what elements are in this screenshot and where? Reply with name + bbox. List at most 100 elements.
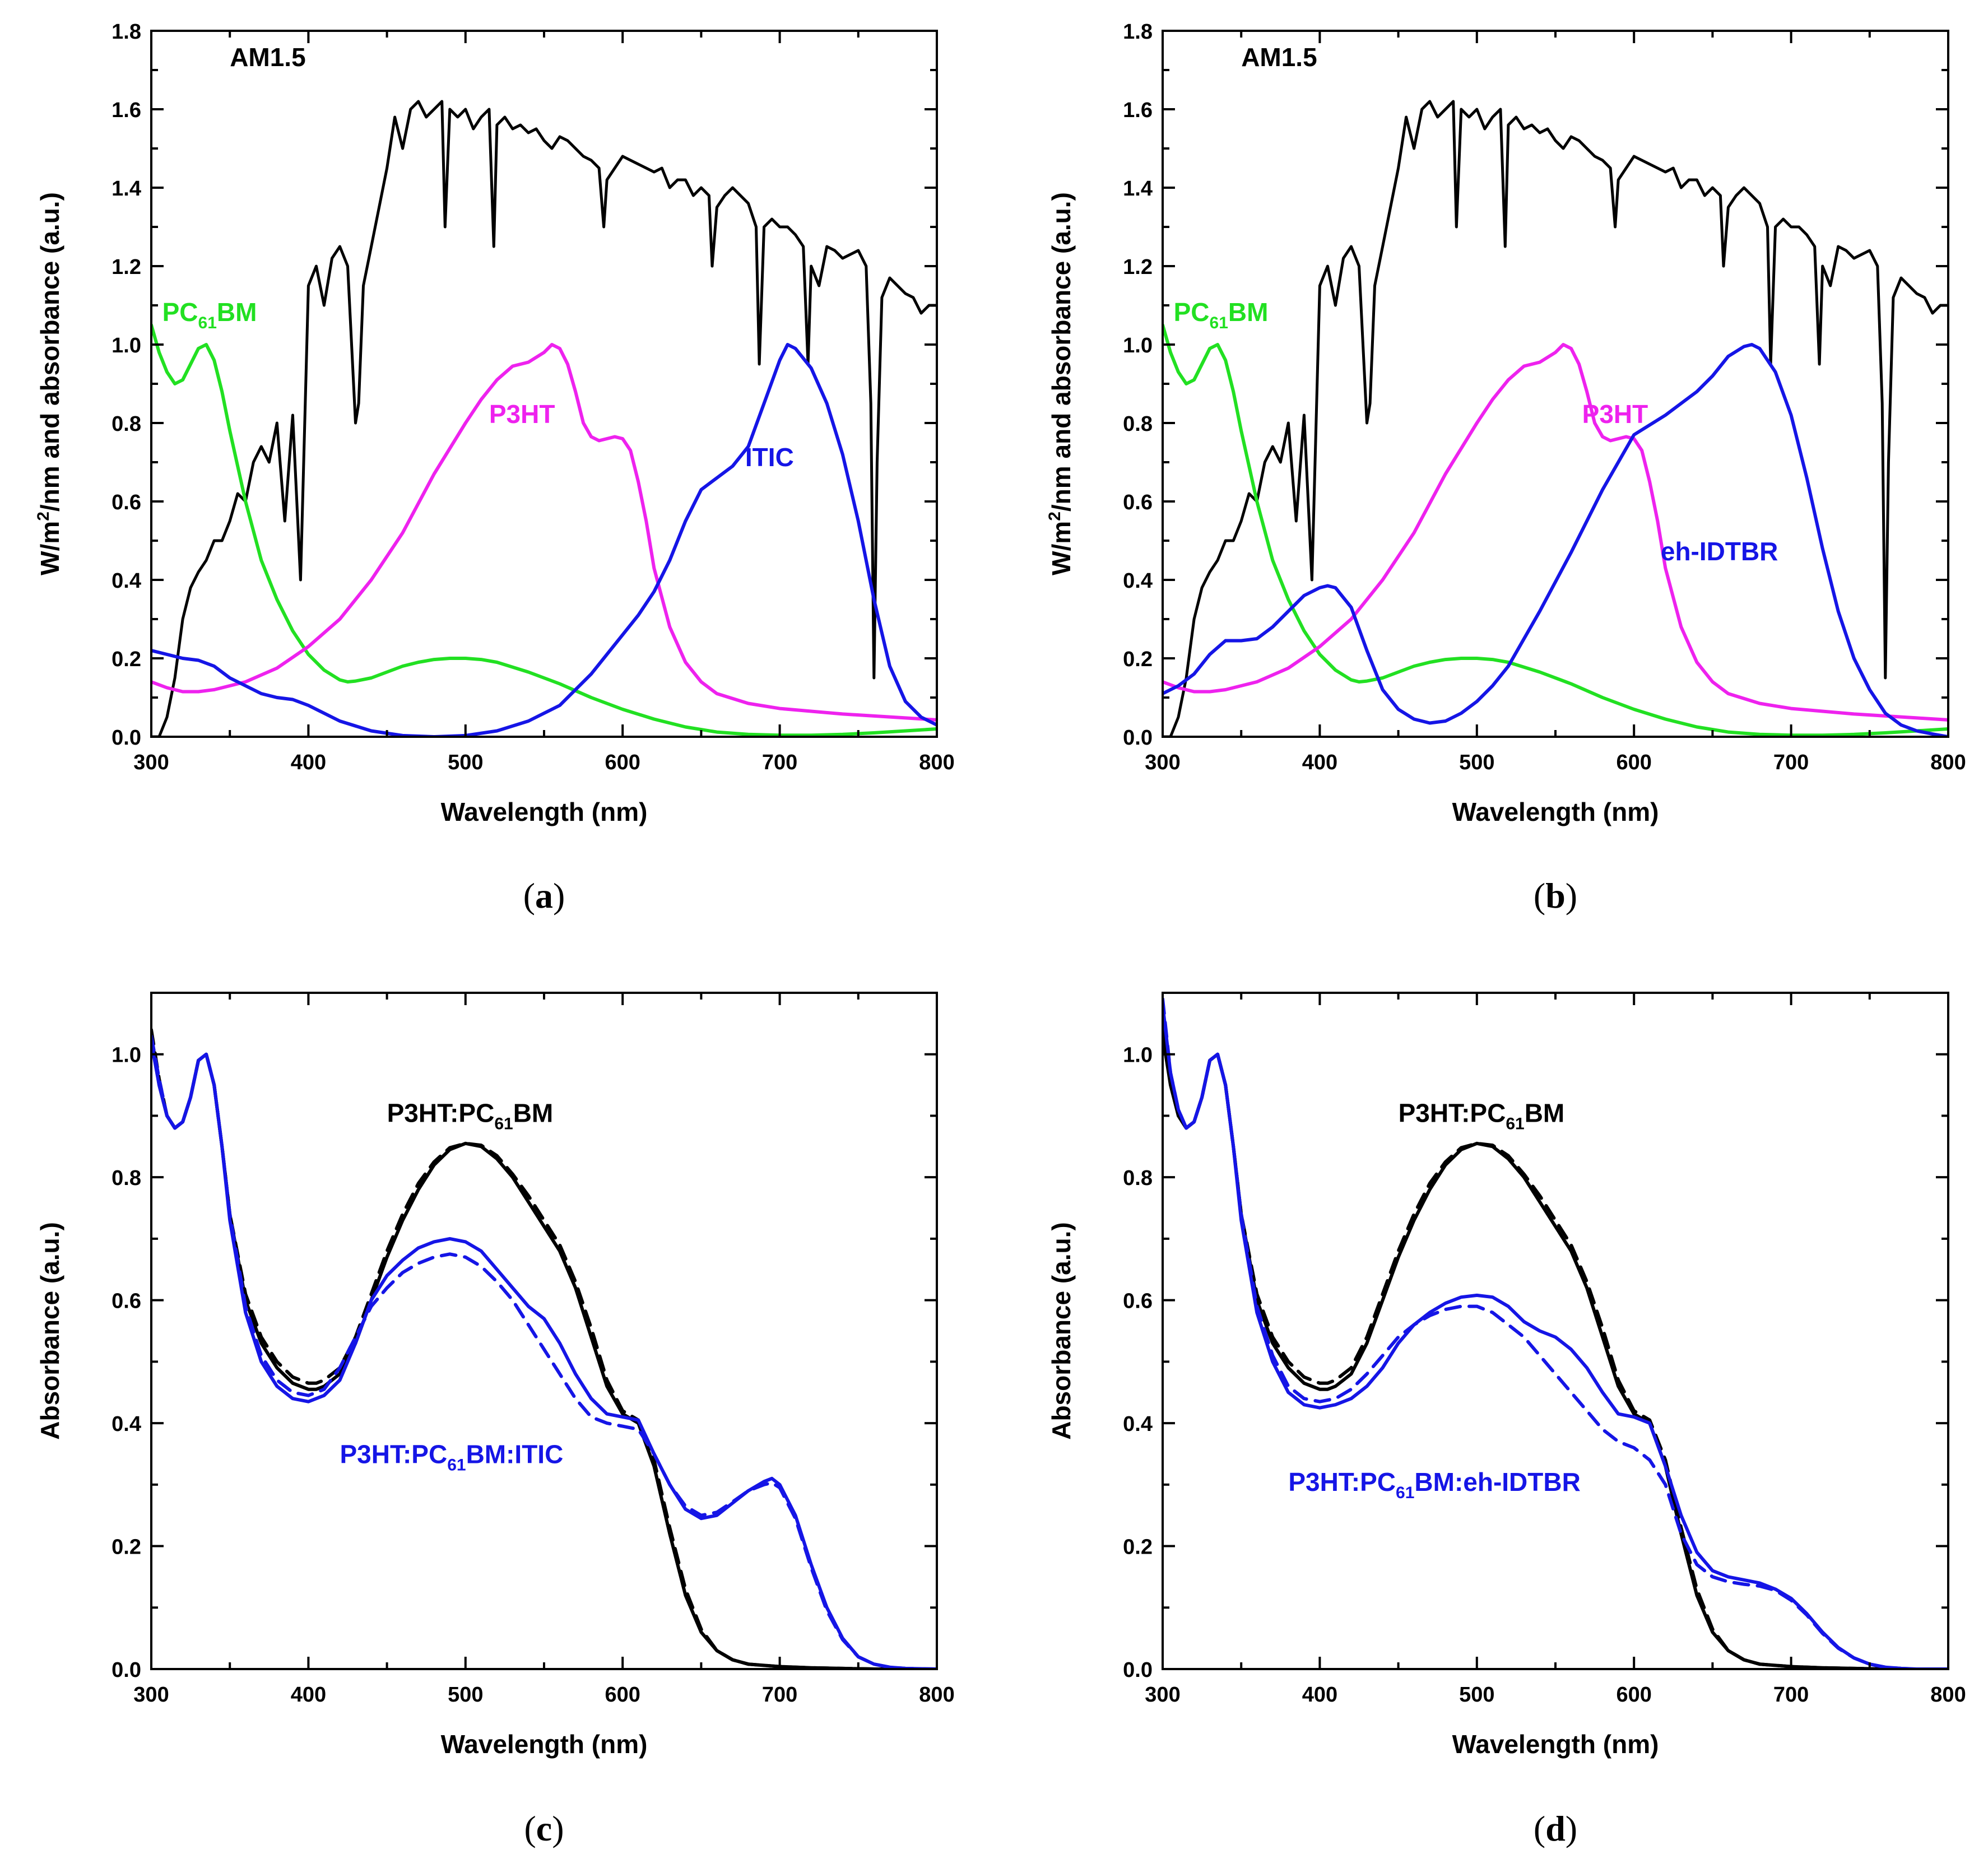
panel-label: (b) <box>1534 876 1577 915</box>
y-tick-label: 1.0 <box>112 334 141 357</box>
x-tick-label: 800 <box>919 1683 954 1707</box>
y-tick-label: 1.0 <box>1123 1044 1153 1067</box>
y-tick-label: 1.8 <box>112 20 141 44</box>
y-tick-label: 1.4 <box>112 177 141 201</box>
x-tick-label: 500 <box>1459 751 1494 774</box>
series-group <box>1163 997 1948 1669</box>
y-axis-label: W/m2/nm and absorbance (a.u.) <box>1046 192 1076 575</box>
y-tick-label: 1.2 <box>112 255 141 279</box>
series-group <box>1163 100 1948 737</box>
y-tick-label: 1.0 <box>1123 334 1153 357</box>
series-annotation: P3HT:PC61BM <box>1399 1098 1565 1133</box>
x-tick-label: 500 <box>1459 1683 1494 1707</box>
x-tick-label: 800 <box>1930 751 1966 774</box>
series-annotation: PC61BM <box>1174 298 1269 332</box>
x-tick-label: 700 <box>1773 751 1809 774</box>
series-line-p3ht <box>1163 343 1948 722</box>
series-annotation: ITIC <box>745 443 794 472</box>
y-tick-label: 1.6 <box>1123 99 1153 122</box>
x-tick-label: 500 <box>448 1683 483 1707</box>
y-tick-label: 0.8 <box>1123 1166 1153 1190</box>
series-line-pc61bm <box>1163 323 1948 737</box>
y-tick-label: 0.2 <box>1123 648 1153 671</box>
chart-panel-d: 300 400 500 600 700 800 0.0 0.2 0.4 0.6 0.8 1.0 Wave… <box>1047 992 1966 1848</box>
x-tick-label: 600 <box>605 751 640 774</box>
x-tick-label: 700 <box>1773 1683 1809 1707</box>
series-line-p3ht-pc61bm <box>1163 1034 1948 1669</box>
series-group <box>151 100 937 737</box>
series-annotation: P3HT <box>1582 399 1648 429</box>
series-annotation: P3HT:PC61BM:ITIC <box>340 1439 563 1474</box>
y-tick-label: 0.6 <box>112 491 141 514</box>
series-group <box>151 1028 937 1669</box>
x-tick-label: 300 <box>133 751 169 774</box>
y-tick-label: 0.8 <box>1123 412 1153 436</box>
y-tick-label: 1.6 <box>112 99 141 122</box>
x-tick-label: 500 <box>448 751 483 774</box>
y-tick-label: 0.6 <box>1123 1290 1153 1313</box>
plot-frame <box>1162 992 1949 1670</box>
y-axis-label: W/m2/nm and absorbance (a.u.) <box>34 192 64 575</box>
series-annotation: P3HT <box>489 399 555 429</box>
y-tick-label: 0.0 <box>112 1658 141 1682</box>
x-tick-label: 400 <box>291 751 326 774</box>
y-tick-label: 0.2 <box>1123 1536 1153 1559</box>
plot-frame <box>1162 30 1949 738</box>
panel-label: (d) <box>1534 1809 1577 1848</box>
series-line-itic <box>151 343 937 737</box>
x-tick-label: 700 <box>762 1683 797 1707</box>
x-tick-label: 300 <box>1145 1683 1180 1707</box>
y-tick-label: 0.6 <box>1123 491 1153 514</box>
y-tick-label: 1.8 <box>1123 20 1153 44</box>
y-tick-label: 0.6 <box>112 1290 141 1313</box>
x-tick-label: 700 <box>762 751 797 774</box>
series-annotation: AM1.5 <box>230 43 305 72</box>
series-line-am1-5 <box>1163 100 1948 737</box>
x-tick-label: 800 <box>919 751 954 774</box>
series-line-p3ht-pc61bm-eh-idtbr-dashed- <box>1163 997 1948 1669</box>
y-axis-label: Absorbance (a.u.) <box>35 1222 64 1440</box>
chart-panel-c: 300 400 500 600 700 800 0.0 0.2 0.4 0.6 0.8 1.0 Wave… <box>35 992 955 1848</box>
series-line-eh-idtbr <box>1163 343 1948 737</box>
y-tick-label: 1.2 <box>1123 255 1153 279</box>
series-annotation: P3HT:PC61BM <box>387 1098 554 1133</box>
x-tick-label: 300 <box>133 1683 169 1707</box>
x-axis-label: Wavelength (nm) <box>1452 797 1659 826</box>
chart-panel-a: 300 400 500 600 700 800 0.0 0.2 0.4 0.6 0.8 1.0 1.2 1… <box>34 20 955 915</box>
y-tick-label: 1.0 <box>112 1044 141 1067</box>
series-line-am1-5 <box>151 100 937 737</box>
y-tick-label: 0.2 <box>112 648 141 671</box>
series-line-p3ht-pc61bm-itic-dashed- <box>151 1034 937 1669</box>
y-tick-label: 0.4 <box>112 1412 141 1436</box>
series-annotation: P3HT:PC61BM:eh-IDTBR <box>1288 1467 1581 1502</box>
y-tick-label: 0.4 <box>112 569 141 593</box>
x-tick-label: 300 <box>1145 751 1180 774</box>
chart-panel-b: 300 400 500 600 700 800 0.0 0.2 0.4 0.6 0.8 1.0 1.2 1… <box>1046 20 1966 915</box>
x-tick-label: 800 <box>1930 1683 1966 1707</box>
series-annotation: AM1.5 <box>1241 43 1317 72</box>
plot-frame <box>150 992 938 1670</box>
y-tick-label: 0.0 <box>1123 1658 1153 1682</box>
y-tick-label: 0.4 <box>1123 1412 1153 1436</box>
y-tick-label: 0.4 <box>1123 569 1153 593</box>
y-tick-label: 0.8 <box>112 1166 141 1190</box>
series-line-p3ht <box>151 343 937 722</box>
y-tick-label: 1.4 <box>1123 177 1153 201</box>
panel-label: (c) <box>524 1809 564 1848</box>
y-tick-label: 0.2 <box>112 1536 141 1559</box>
y-tick-label: 0.0 <box>112 726 141 750</box>
panel-label: (a) <box>523 876 565 915</box>
x-axis-label: Wavelength (nm) <box>441 1730 648 1759</box>
x-tick-label: 600 <box>605 1683 640 1707</box>
x-axis-label: Wavelength (nm) <box>1452 1730 1659 1759</box>
x-tick-label: 400 <box>291 1683 326 1707</box>
x-tick-label: 600 <box>1616 1683 1651 1707</box>
y-tick-label: 0.0 <box>1123 726 1153 750</box>
series-annotation: eh-IDTBR <box>1661 537 1778 566</box>
x-tick-label: 400 <box>1302 1683 1337 1707</box>
x-tick-label: 400 <box>1302 751 1337 774</box>
y-tick-label: 0.8 <box>112 412 141 436</box>
series-annotation: PC61BM <box>162 298 257 332</box>
x-tick-label: 600 <box>1616 751 1651 774</box>
